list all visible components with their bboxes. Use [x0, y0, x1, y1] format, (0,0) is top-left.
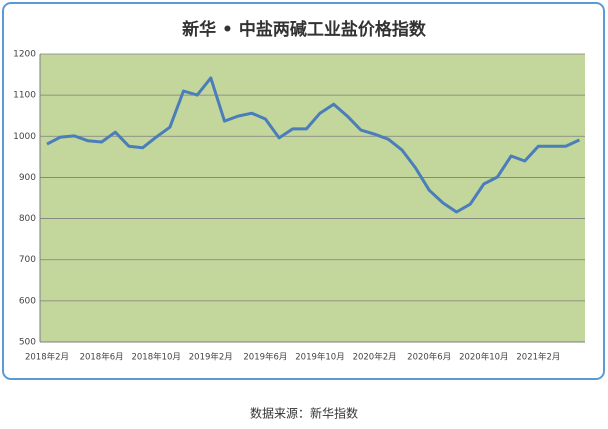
plot-area [40, 54, 585, 342]
x-tick-label: 2019年10月 [295, 352, 344, 363]
y-tick-label: 700 [19, 255, 36, 265]
y-tick-label: 900 [19, 173, 36, 183]
source-note: 数据来源：新华指数 [250, 406, 358, 421]
y-tick-label: 1000 [13, 132, 36, 142]
y-tick-label: 1100 [13, 91, 36, 101]
x-tick-label: 2018年2月 [25, 352, 69, 363]
x-tick-label: 2020年6月 [407, 352, 451, 363]
y-tick-label: 1200 [13, 50, 36, 60]
x-tick-label: 2018年6月 [80, 352, 124, 363]
x-tick-label: 2021年2月 [516, 352, 560, 363]
x-tick-label: 2019年6月 [243, 352, 287, 363]
x-tick-label: 2020年10月 [459, 352, 508, 363]
x-tick-label: 2018年10月 [131, 352, 180, 363]
y-tick-label: 800 [19, 214, 36, 224]
chart-title: 新华 • 中盐两碱工业盐价格指数 [182, 19, 427, 40]
data-line [46, 76, 581, 214]
y-tick-label: 500 [19, 338, 36, 348]
x-tick-label: 2020年2月 [353, 352, 397, 363]
x-tick-label: 2019年2月 [189, 352, 233, 363]
y-tick-label: 600 [19, 296, 36, 306]
